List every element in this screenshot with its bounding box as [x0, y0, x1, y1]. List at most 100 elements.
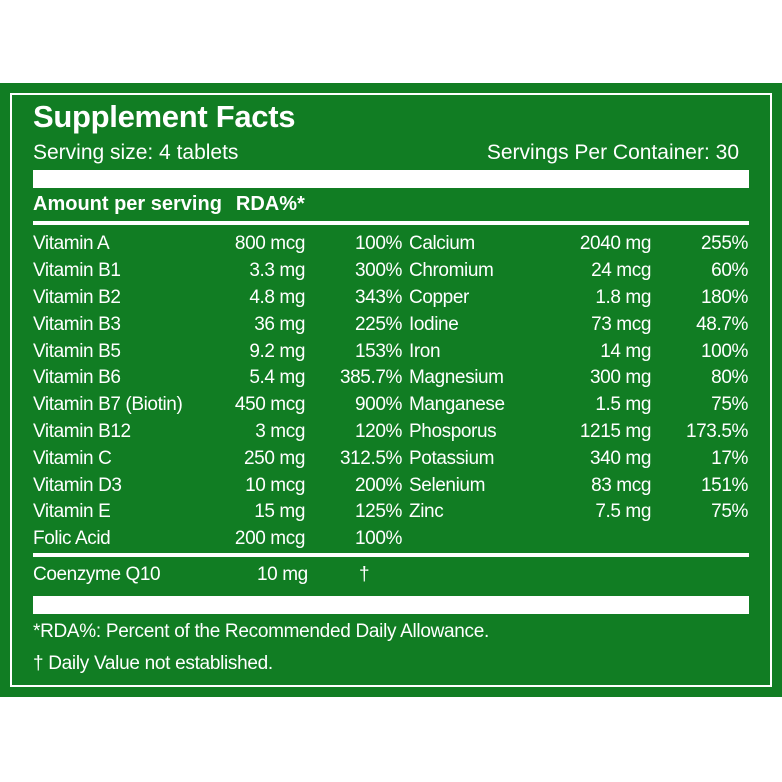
- nutrient-amount: 300 mg: [590, 367, 651, 389]
- nutrient-amount: 3.3 mg: [249, 260, 305, 282]
- nutrient-rda: 75%: [711, 394, 748, 416]
- nutrient-amount: 24 mcg: [591, 260, 651, 282]
- nutrient-amount: 73 mcg: [591, 313, 651, 335]
- panel-inner-border: [10, 93, 772, 687]
- nutrient-amount: 450 mcg: [234, 394, 305, 416]
- servings-per-container: Servings Per Container: 30: [486, 141, 739, 164]
- nutrient-amount: 15 mg: [254, 501, 305, 523]
- nutrient-rda: 120%: [355, 420, 402, 442]
- nutrient-row: Zinc 7.5 mg 75%: [409, 499, 748, 526]
- nutrient-amount: 10 mcg: [245, 474, 305, 496]
- nutrient-amount: 14 mg: [600, 340, 651, 362]
- nutrient-row: Vitamin B6 5.4 mg 385.7%: [33, 365, 402, 392]
- nutrient-row: Vitamin C 250 mg 312.5%: [33, 445, 402, 472]
- panel-title: Supplement Facts: [33, 99, 296, 134]
- nutrient-row: Vitamin B1 3.3 mg 300%: [33, 258, 402, 285]
- nutrient-name: Manganese: [409, 394, 505, 416]
- nutrient-rda: 385.7%: [339, 367, 402, 389]
- nutrient-amount: 83 mcg: [591, 474, 651, 496]
- nutrient-name: Iron: [409, 340, 441, 362]
- divider-thick-top: [33, 170, 749, 188]
- nutrient-amount: 2040 mg: [579, 233, 652, 255]
- nutrient-name: Folic Acid: [33, 528, 111, 550]
- nutrient-name: Magnesium: [409, 367, 504, 389]
- nutrient-rda: 153%: [355, 340, 402, 362]
- nutrient-row: Vitamin B7 (Biotin) 450 mcg 900%: [33, 392, 402, 419]
- nutrient-amount: 1215 mg: [579, 420, 652, 442]
- nutrient-amount: 340 mg: [590, 447, 651, 469]
- nutrient-rda: 100%: [701, 340, 748, 362]
- divider-thin: [33, 221, 749, 225]
- nutrient-amount: 800 mcg: [234, 233, 305, 255]
- nutrient-row: Vitamin B3 36 mg 225%: [33, 311, 402, 338]
- nutrient-amount: 3 mcg: [255, 420, 305, 442]
- nutrient-name: Vitamin B1: [33, 260, 121, 282]
- nutrient-rda: 75%: [711, 501, 748, 523]
- nutrient-rda: 151%: [701, 474, 748, 496]
- nutrient-amount: 9.2 mg: [249, 340, 305, 362]
- nutrient-row: Vitamin B5 9.2 mg 153%: [33, 338, 402, 365]
- nutrient-row: Phosporus 1215 mg 173.5%: [409, 419, 748, 446]
- serving-size: Serving size: 4 tablets: [33, 141, 239, 164]
- nutrient-name: Vitamin E: [33, 501, 111, 523]
- nutrient-row: Iodine 73 mcg 48.7%: [409, 311, 748, 338]
- nutrient-name: Vitamin B3: [33, 313, 121, 335]
- nutrient-rda: 125%: [355, 501, 402, 523]
- nutrient-amount: 4.8 mg: [249, 286, 305, 308]
- nutrient-amount: 250 mg: [244, 447, 305, 469]
- nutrient-row: Vitamin B12 3 mcg 120%: [33, 419, 402, 446]
- nutrient-name: Vitamin B2: [33, 286, 121, 308]
- nutrient-amount: 1.5 mg: [595, 394, 651, 416]
- nutrient-amount: 5.4 mg: [249, 367, 305, 389]
- nutrient-column-left: Vitamin A 800 mcg 100% Vitamin B1 3.3 mg 300…: [33, 231, 402, 553]
- nutrient-name: Iodine: [409, 313, 459, 335]
- nutrient-rda: 60%: [711, 260, 748, 282]
- rda-header-label: RDA%*: [235, 193, 305, 215]
- nutrient-name: Copper: [409, 286, 469, 308]
- nutrient-rda: 200%: [355, 474, 402, 496]
- nutrient-rda: 312.5%: [339, 447, 402, 469]
- nutrient-rda: 300%: [355, 260, 402, 282]
- nutrient-name: Vitamin B7 (Biotin): [33, 394, 183, 416]
- nutrient-name: Vitamin B6: [33, 367, 121, 389]
- nutrient-row: Manganese 1.5 mg 75%: [409, 392, 748, 419]
- nutrient-rda: 48.7%: [696, 313, 748, 335]
- nutrient-amount: 36 mg: [254, 313, 305, 335]
- nutrient-rda: 173.5%: [685, 420, 748, 442]
- nutrient-row: Calcium 2040 mg 255%: [409, 231, 748, 258]
- nutrient-name: Chromium: [409, 260, 494, 282]
- nutrient-amount: 1.8 mg: [595, 286, 651, 308]
- nutrient-rda: 255%: [701, 233, 748, 255]
- other-ingredient-row: Coenzyme Q10 10 mg †: [33, 564, 370, 586]
- nutrient-row: Vitamin B2 4.8 mg 343%: [33, 285, 402, 312]
- nutrient-row: Selenium 83 mcg 151%: [409, 472, 748, 499]
- nutrient-rda: 225%: [355, 313, 402, 335]
- nutrient-name: Vitamin B5: [33, 340, 121, 362]
- nutrient-row: Vitamin D3 10 mcg 200%: [33, 472, 402, 499]
- nutrient-row: Vitamin E 15 mg 125%: [33, 499, 402, 526]
- nutrient-rda: 80%: [711, 367, 748, 389]
- nutrient-name: Vitamin D3: [33, 474, 122, 496]
- other-ingredient-amount: 10 mg: [257, 564, 308, 585]
- amount-per-serving-header: Amount per serving RDA%*: [33, 191, 305, 217]
- nutrient-row: Chromium 24 mcg 60%: [409, 258, 748, 285]
- nutrient-row: Copper 1.8 mg 180%: [409, 285, 748, 312]
- nutrient-row: Iron 14 mg 100%: [409, 338, 748, 365]
- divider-thin-lower: [33, 553, 749, 557]
- nutrient-rda: 17%: [711, 447, 748, 469]
- nutrient-row: Vitamin A 800 mcg 100%: [33, 231, 402, 258]
- nutrient-name: Vitamin A: [33, 233, 110, 255]
- nutrient-column-right: Calcium 2040 mg 255% Chromium 24 mcg 60% Cop…: [409, 231, 748, 526]
- nutrient-name: Vitamin C: [33, 447, 112, 469]
- nutrient-amount: 7.5 mg: [595, 501, 651, 523]
- nutrient-rda: 900%: [355, 394, 402, 416]
- nutrient-name: Vitamin B12: [33, 420, 131, 442]
- nutrient-row: Folic Acid 200 mcg 100%: [33, 526, 402, 553]
- footnote-daily-value: † Daily Value not established.: [33, 653, 273, 674]
- nutrient-name: Zinc: [409, 501, 444, 523]
- nutrient-rda: 343%: [355, 286, 402, 308]
- nutrient-name: Selenium: [409, 474, 486, 496]
- nutrient-name: Potassium: [409, 447, 495, 469]
- nutrient-rda: 180%: [701, 286, 748, 308]
- nutrient-rda: 100%: [355, 233, 402, 255]
